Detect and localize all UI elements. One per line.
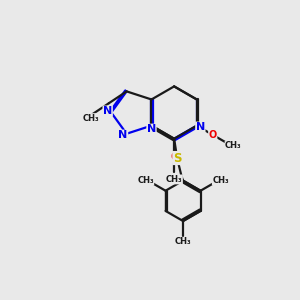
Text: CH₃: CH₃ [166, 175, 182, 184]
Text: CH₃: CH₃ [83, 114, 99, 123]
Text: CH₃: CH₃ [225, 142, 242, 151]
Text: O: O [170, 152, 178, 162]
Text: CH₃: CH₃ [175, 237, 191, 246]
Text: S: S [173, 152, 182, 164]
Text: N: N [118, 130, 128, 140]
Text: N: N [147, 124, 156, 134]
Text: O: O [208, 130, 217, 140]
Text: N: N [103, 106, 112, 116]
Text: CH₃: CH₃ [137, 176, 154, 185]
Text: CH₃: CH₃ [212, 176, 229, 185]
Text: N: N [196, 122, 205, 132]
